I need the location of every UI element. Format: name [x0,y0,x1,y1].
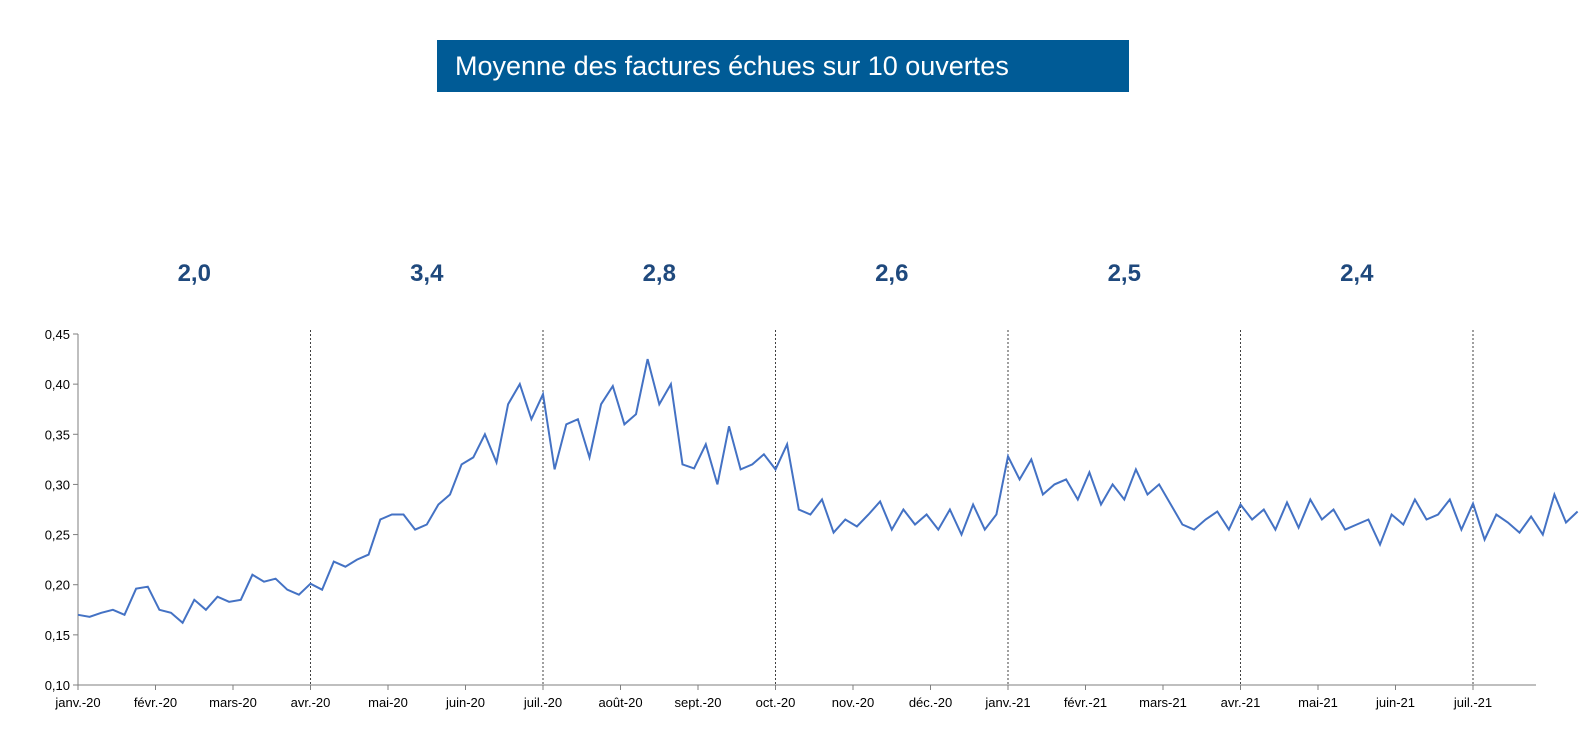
period-label: 2,8 [643,260,676,287]
y-tick-label: 0,15 [45,628,70,643]
y-tick-label: 0,25 [45,528,70,543]
x-tick-label: juin-21 [1375,695,1415,710]
x-tick-label: févr.-21 [1064,695,1107,710]
x-tick-label: nov.-20 [832,695,874,710]
x-tick-label: janv.-21 [984,695,1030,710]
chart-title: Moyenne des factures échues sur 10 ouver… [437,40,1129,92]
period-label: 2,6 [875,260,908,287]
x-tick-label: févr.-20 [134,695,177,710]
x-tick-label: mai-21 [1298,695,1338,710]
period-labels: 2,0 3,4 2,8 2,6 2,5 2,4 [178,260,1375,287]
y-tick-label: 0,10 [45,678,70,693]
period-label: 3,4 [410,260,444,287]
period-label: 2,5 [1108,260,1141,287]
y-tick-label: 0,35 [45,427,70,442]
x-tick-label: juil.-20 [523,695,562,710]
x-axis-ticks: janv.-20 févr.-20 mars-20 avr.-20 mai-20 juin… [54,685,1492,710]
x-tick-label: déc.-20 [909,695,952,710]
x-tick-label: mai-20 [368,695,408,710]
y-tick-label: 0,20 [45,578,70,593]
x-tick-label: oct.-20 [756,695,796,710]
period-label: 2,4 [1340,260,1374,287]
x-tick-label: juil.-21 [1453,695,1492,710]
x-tick-label: sept.-20 [675,695,722,710]
quarter-dividers [310,330,1474,685]
x-tick-label: août-20 [598,695,642,710]
y-tick-label: 0,45 [45,327,70,342]
axes [77,334,1536,686]
period-label: 2,0 [178,260,211,287]
x-tick-label: juin-20 [445,695,485,710]
y-axis-ticks: 0,10 0,15 0,20 0,25 0,30 0,35 0,40 0,45 [45,327,78,693]
x-tick-label: avr.-21 [1221,695,1261,710]
y-tick-label: 0,40 [45,377,70,392]
x-tick-label: avr.-20 [291,695,331,710]
x-tick-label: janv.-20 [54,695,100,710]
x-tick-label: mars-20 [209,695,257,710]
series-line [77,358,1579,625]
y-tick-label: 0,30 [45,477,70,492]
x-tick-label: mars-21 [1139,695,1187,710]
